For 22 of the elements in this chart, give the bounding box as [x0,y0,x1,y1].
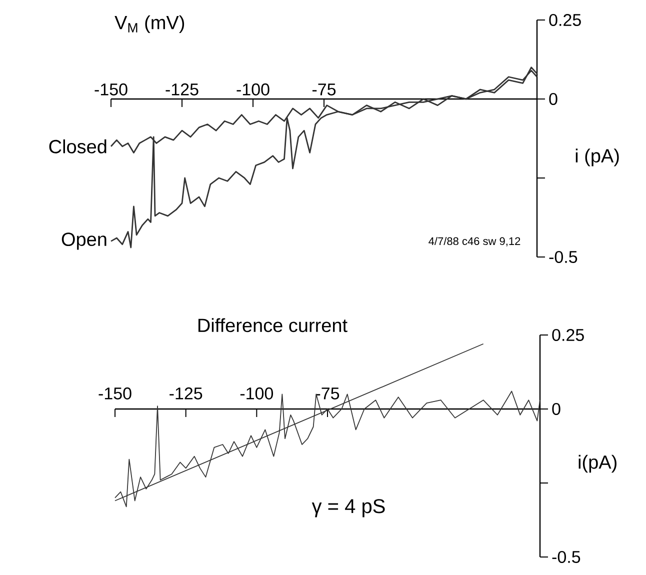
y-tick-label: 0.25 [552,328,584,342]
annotation: 4/7/88 c46 sw 9,12 [428,236,520,246]
x-tick-label: -125 [170,387,202,400]
y-tick-label: 0 [552,402,560,416]
x-tick-label: -100 [236,83,270,96]
x-tick-label: -125 [166,83,198,96]
x-tick-label: -75 [316,388,340,400]
y-tick-label: 0.25 [549,14,581,26]
x-tick-label: -75 [312,84,336,96]
y-tick-label: 0 [549,92,558,106]
chart-title: Difference current [198,318,348,332]
y-axis-title: i(pA) [578,454,616,473]
x-axis-title: V$_{M}$ (mV) [114,15,184,34]
y-tick-label: -0.5 [549,250,578,264]
x-tick-label: -150 [94,83,128,96]
y-tick-label: -0.5 [552,550,580,564]
series-label: Closed [49,139,106,154]
annotation: γ = 4 pS [312,499,385,518]
x-tick-label: -100 [240,387,274,400]
series-label: Open [62,232,106,250]
y-axis-title: i (pA) [576,148,619,166]
x-tick-label: -150 [98,387,132,400]
